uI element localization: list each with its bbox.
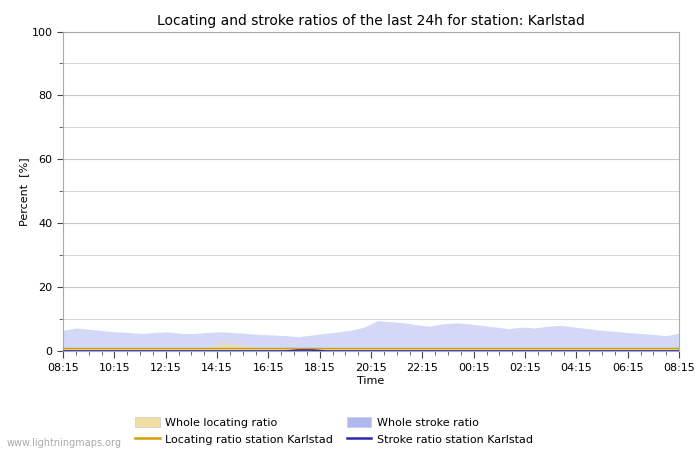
Legend: Whole locating ratio, Locating ratio station Karlstad, Whole stroke ratio, Strok: Whole locating ratio, Locating ratio sta… <box>132 414 536 448</box>
Title: Locating and stroke ratios of the last 24h for station: Karlstad: Locating and stroke ratios of the last 2… <box>157 14 585 27</box>
Y-axis label: Percent  [%]: Percent [%] <box>19 157 29 225</box>
X-axis label: Time: Time <box>358 376 384 386</box>
Text: www.lightningmaps.org: www.lightningmaps.org <box>7 438 122 448</box>
